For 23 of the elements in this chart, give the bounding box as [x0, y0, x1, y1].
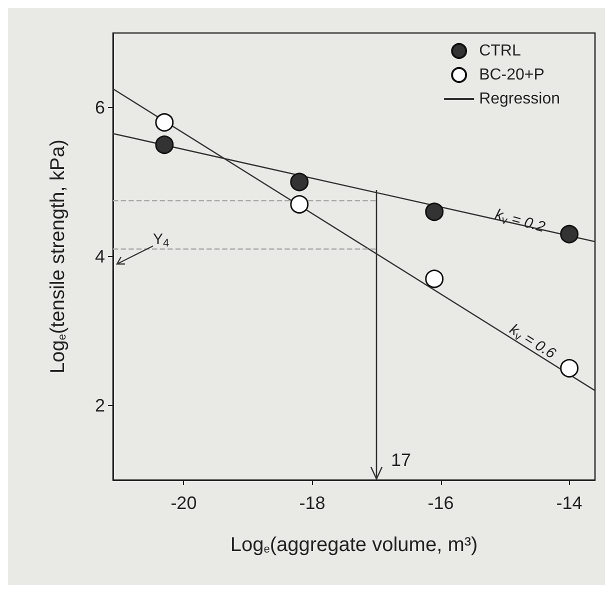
annotation: kv = 0.2 — [493, 206, 548, 236]
legend-label: Regression — [479, 90, 560, 108]
y-tick-label: 6 — [94, 98, 105, 118]
x-tick-label: -14 — [556, 493, 582, 513]
point — [290, 172, 309, 192]
x-tick-label: -16 — [428, 493, 454, 513]
y-tick-label: 4 — [94, 246, 105, 266]
x-tick-label: -18 — [299, 493, 326, 513]
y-tick-label: 2 — [94, 396, 105, 416]
point — [290, 195, 309, 214]
x-tick-label: -20 — [170, 493, 197, 513]
point — [560, 359, 579, 378]
point — [425, 202, 444, 222]
point — [155, 136, 174, 154]
x-axis-title: Loge(aggregate volume, m³) — [230, 534, 478, 556]
annotation: kv = 0.6 — [506, 320, 560, 363]
annotation: 17 — [391, 450, 412, 470]
y-axis-title: Loge(tensile strength, kPa) — [47, 139, 69, 374]
legend-label: BC-20+P — [479, 66, 544, 84]
point — [560, 224, 579, 244]
point — [155, 113, 174, 132]
point — [425, 270, 444, 288]
legend-label: CTRL — [479, 42, 521, 60]
